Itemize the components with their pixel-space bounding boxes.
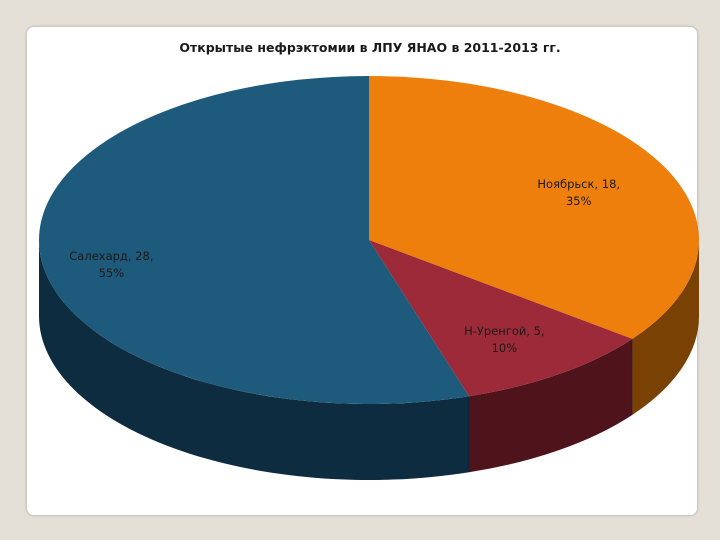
pie-slice-салехард (38, 76, 470, 404)
pie-slices (38, 76, 699, 404)
pie-sides (39, 240, 699, 481)
data-label-line1-salekhard: Салехард, 28, (69, 249, 153, 263)
pie-side-н-уренгой (469, 338, 633, 473)
data-label-line2-n-urengoy: 10% (492, 341, 518, 355)
pie-slice-н-уренгой (369, 240, 633, 397)
pie-slice-ноябрьск (369, 76, 699, 339)
data-label-line2-noyabrsk: 35% (566, 194, 592, 208)
pie-side-ноябрьск (632, 240, 699, 415)
data-label-line1-n-urengoy: Н-Уренгой, 5, (464, 324, 545, 338)
chart-title: Открытые нефрэктомии в ЛПУ ЯНАО в 2011-2… (179, 40, 560, 55)
data-labels: Ноябрьск, 18, 35% Н-Уренгой, 5, 10% Сале… (69, 177, 620, 355)
pie-side-салехард (39, 240, 470, 481)
data-label-line2-salekhard: 55% (99, 266, 125, 280)
data-label-line1-noyabrsk: Ноябрьск, 18, (537, 177, 620, 191)
